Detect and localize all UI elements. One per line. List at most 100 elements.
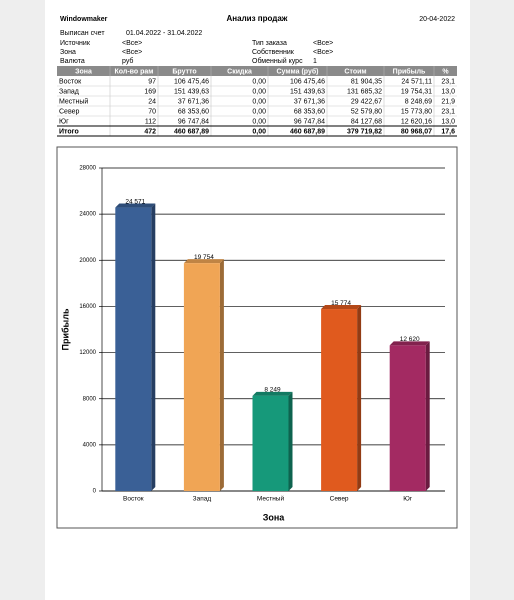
bar-front <box>321 309 358 491</box>
x-tick-label: Запад <box>193 496 212 503</box>
table-cell: 24 <box>148 98 156 105</box>
table-cell: 131 685,32 <box>347 88 382 95</box>
table-cell: 169 <box>144 88 156 95</box>
bar-top <box>389 341 430 346</box>
table-cell: 70 <box>148 108 156 115</box>
info-value: <Все> <box>122 49 142 56</box>
company: Windowmaker <box>60 16 108 23</box>
info-value: руб <box>122 57 133 65</box>
table-cell: 0,00 <box>252 98 266 105</box>
value-label: 12 620 <box>400 336 420 343</box>
table-cell: 96 747,84 <box>178 118 209 125</box>
bar <box>115 203 156 491</box>
info-value: 01.04.2022 - 31.04.2022 <box>126 30 202 37</box>
column-header: Стоим <box>344 68 366 75</box>
info-value: <Все> <box>122 40 142 47</box>
table-cell: 12 620,16 <box>401 118 432 125</box>
bar-front <box>115 207 152 491</box>
value-label: 15 774 <box>331 300 351 307</box>
info-label: Обменный курс <box>252 57 303 65</box>
x-tick-label: Север <box>330 496 349 503</box>
bar-side <box>219 259 224 491</box>
table-cell: 151 439,63 <box>290 88 325 95</box>
y-tick-label: 28000 <box>79 166 96 172</box>
column-header: Зона <box>75 68 92 75</box>
bar-side <box>151 203 156 491</box>
column-header: Кол-во рам <box>115 68 154 75</box>
bar-side <box>425 341 430 491</box>
bar-front <box>183 263 220 491</box>
table-cell: 0,00 <box>252 88 266 95</box>
table-cell: 84 127,68 <box>351 118 382 125</box>
table-cell: 97 <box>148 78 156 85</box>
table-cell: 0,00 <box>252 128 266 135</box>
y-tick-label: 8000 <box>83 396 97 402</box>
value-label: 8 249 <box>264 387 281 394</box>
bar-top <box>252 391 293 396</box>
y-tick-label: 12000 <box>79 350 96 356</box>
y-tick-label: 24000 <box>79 212 96 218</box>
table-cell: 17,6 <box>441 128 455 135</box>
chart-frame <box>56 146 458 529</box>
bar-top <box>115 203 156 208</box>
table-cell: 0,00 <box>252 118 266 125</box>
table-cell: Запад <box>59 88 79 95</box>
info-value: <Все> <box>313 49 333 56</box>
x-tick-label: Местный <box>257 495 285 503</box>
x-tick-label: Юг <box>403 496 413 503</box>
table-cell: 460 687,89 <box>174 128 209 135</box>
bar-top <box>321 305 362 310</box>
table-cell: 24 571,11 <box>401 78 432 85</box>
table-cell: 151 439,63 <box>174 88 209 95</box>
table-cell: 80 968,07 <box>401 128 432 135</box>
table-cell: 52 579,80 <box>351 108 382 115</box>
table-cell: 460 687,89 <box>290 128 325 135</box>
value-label: 19 754 <box>194 254 214 261</box>
table-cell: 68 353,60 <box>178 108 209 115</box>
column-header: Брутто <box>172 68 196 75</box>
table-cell: 106 475,46 <box>174 78 209 85</box>
x-axis-label: Зона <box>263 512 286 522</box>
y-tick-label: 20000 <box>79 258 96 264</box>
table-cell: 0,00 <box>252 108 266 115</box>
table-cell: 13,0 <box>441 88 455 95</box>
info-label: Валюта <box>60 58 85 65</box>
y-tick-label: 4000 <box>83 442 97 448</box>
table-cell: 379 719,82 <box>347 128 382 135</box>
bar-side <box>288 391 293 491</box>
table-cell: 96 747,84 <box>294 118 325 125</box>
info-label: Зона <box>60 49 76 56</box>
table-cell: 21,9 <box>441 98 455 105</box>
table-cell: Север <box>59 108 79 115</box>
table-cell: 37 671,36 <box>178 98 209 105</box>
bar-front <box>389 345 426 491</box>
bar <box>321 305 362 491</box>
table-cell: 29 422,67 <box>351 98 382 105</box>
bar-top <box>183 259 224 264</box>
table-cell: 37 671,36 <box>294 98 325 105</box>
table-cell: 112 <box>145 118 156 125</box>
report-title: Анализ продаж <box>227 14 288 23</box>
table-cell: Итого <box>59 128 79 135</box>
y-tick-label: 0 <box>93 489 97 495</box>
table-cell: Местный <box>59 97 88 105</box>
bar <box>183 259 224 491</box>
y-tick-label: 16000 <box>79 304 96 310</box>
table-cell: 472 <box>144 128 156 135</box>
table-cell: 23,1 <box>441 108 455 115</box>
y-axis-label: Прибыль <box>60 308 70 350</box>
info-label: Выписан счет <box>60 30 105 37</box>
bar-side <box>357 305 362 491</box>
table-header-bg <box>57 66 457 76</box>
table-cell: 8 248,69 <box>405 98 432 105</box>
table-cell: 68 353,60 <box>294 108 325 115</box>
x-tick-label: Восток <box>123 496 144 503</box>
table-cell: 19 754,31 <box>401 88 432 95</box>
table-cell: 13,0 <box>441 118 455 125</box>
info-label: Собственник <box>252 48 295 56</box>
info-value: <Все> <box>313 40 333 47</box>
column-header: Скидка <box>227 68 252 75</box>
bar-front <box>252 395 289 491</box>
column-header: Сумма (руб) <box>276 67 318 75</box>
